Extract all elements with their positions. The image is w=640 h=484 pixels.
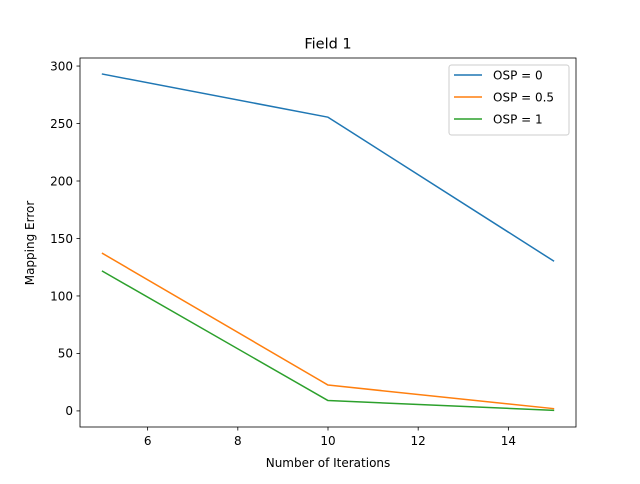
x-axis-label: Number of Iterations [266,456,391,470]
y-tick-label: 200 [50,174,73,188]
ticks-layer: 6 8 10 12 14 0 50 100 150 200 250 300 [50,59,516,448]
series-line-3 [101,270,555,412]
series-layer [101,73,555,412]
y-tick-label: 300 [50,59,73,73]
x-tick-label: 12 [411,434,426,448]
chart-title: Field 1 [304,37,351,53]
x-tick-label: 10 [320,434,335,448]
y-tick-label: 0 [65,404,73,418]
y-tick-label: 50 [58,347,73,361]
x-tick-label: 6 [144,434,152,448]
legend-box [448,64,570,136]
series-line-2 [101,252,555,410]
series-line-1 [101,73,555,262]
y-tick-label: 100 [50,289,73,303]
legend-label-2: OSP = 0.5 [493,90,554,104]
legend-label-1: OSP = 0 [493,68,543,82]
x-tick-label: 8 [234,434,242,448]
x-tick-label: 14 [501,434,516,448]
y-axis-label: Mapping Error [23,201,37,286]
y-tick-label: 150 [50,232,73,246]
legend: OSP = 0 OSP = 0.5 OSP = 1 [448,64,570,136]
y-tick-label: 250 [50,117,73,131]
legend-label-3: OSP = 1 [493,112,543,126]
